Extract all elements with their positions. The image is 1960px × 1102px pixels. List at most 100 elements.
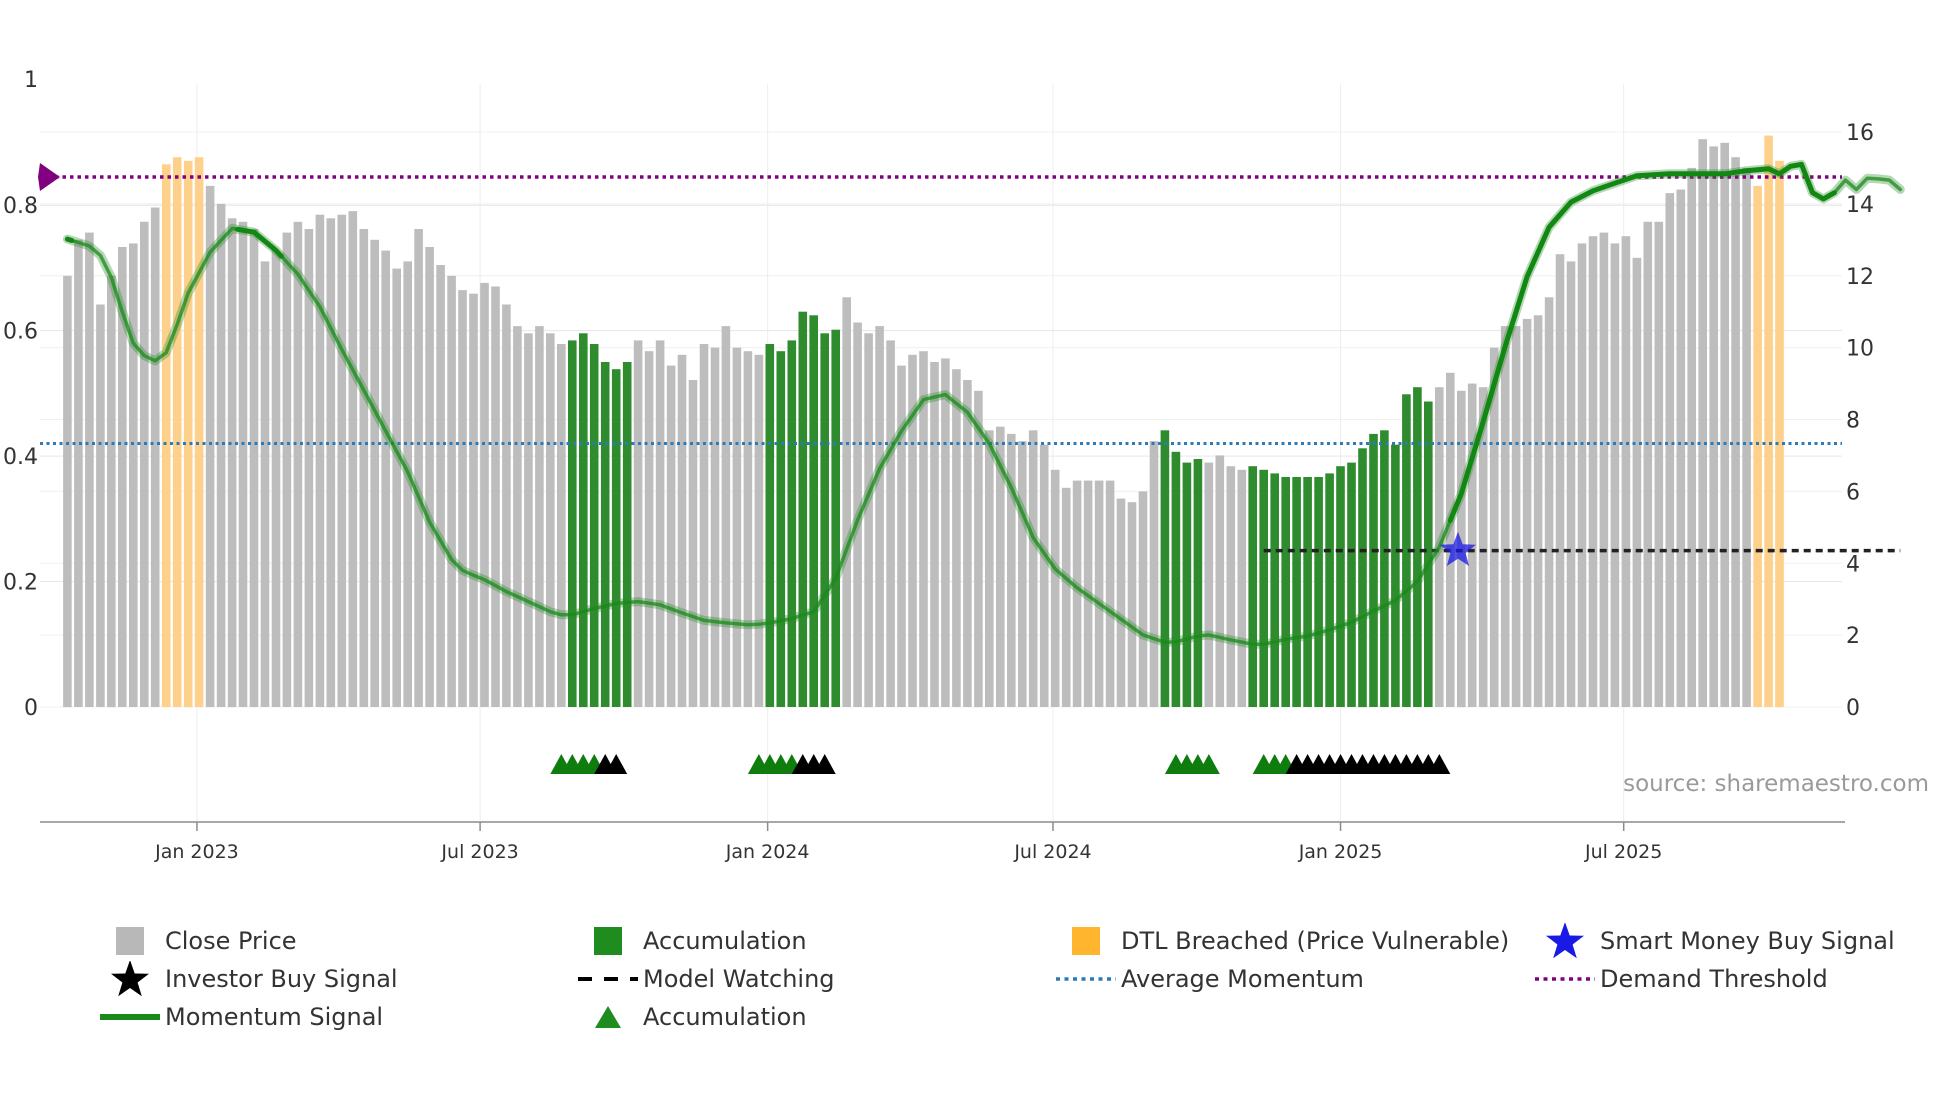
price-bar-close	[304, 229, 314, 707]
price-bar-close	[227, 218, 237, 708]
price-bar-close	[1094, 480, 1104, 707]
x-tick-label: Jan 2025	[1298, 841, 1383, 863]
price-bar-accumulation	[809, 315, 818, 707]
momentum-signal-emphasis-1	[235, 226, 284, 259]
price-bar-close	[480, 282, 489, 707]
price-bar-accumulation	[589, 344, 599, 707]
price-bar-close	[699, 344, 709, 707]
right-tick-label: 14	[1846, 193, 1874, 218]
right-tick-label: 2	[1846, 624, 1860, 649]
accumulation-triangle	[1197, 754, 1220, 774]
left-tick-label: 0	[24, 696, 38, 721]
price-bar-close	[1544, 297, 1554, 707]
price-bar-close	[666, 365, 676, 707]
price-bar-close	[1149, 441, 1159, 707]
price-bar-close	[348, 211, 358, 707]
price-bar-close	[721, 326, 731, 707]
price-bar-accumulation	[820, 333, 829, 708]
price-bar-accumulation	[1424, 401, 1433, 707]
price-bar-close	[238, 221, 248, 708]
price-bar-close	[546, 333, 555, 708]
price-bar-close	[1446, 372, 1455, 707]
price-bar-dtl	[1753, 185, 1762, 707]
price-bar-close	[326, 218, 336, 708]
price-bar-close	[941, 358, 950, 707]
right-tick-label: 0	[1846, 696, 1860, 721]
price-bar-close	[425, 247, 434, 707]
price-bar-close	[1018, 441, 1027, 707]
x-tick-label: Jan 2023	[154, 841, 239, 863]
price-bar-accumulation	[1413, 387, 1422, 707]
price-bar-accumulation	[1380, 430, 1389, 707]
price-bar-accumulation	[1248, 466, 1257, 707]
price-bar-close	[1072, 480, 1082, 707]
price-bar-close	[1599, 232, 1609, 707]
price-bar-close	[688, 380, 698, 707]
price-bar-close	[864, 333, 873, 708]
left-tick-label: 0.8	[3, 194, 38, 219]
price-bar-close	[74, 239, 83, 708]
left-tick-label: 0.2	[3, 571, 38, 596]
right-tick-label: 10	[1846, 337, 1874, 362]
price-bar-close	[502, 304, 511, 707]
price-bar-close	[886, 340, 895, 707]
price-bar-close	[1138, 491, 1148, 707]
price-bar-accumulation	[1182, 462, 1192, 707]
price-bar-close	[1489, 347, 1499, 707]
price-bar-close	[249, 229, 259, 707]
price-bar-close	[96, 304, 105, 707]
price-bar-close	[1632, 257, 1642, 707]
price-bar-close	[1533, 315, 1543, 707]
price-bar-close	[107, 275, 116, 708]
price-bar-close	[1720, 142, 1729, 708]
investor-buy-marker	[1428, 754, 1451, 774]
price-bar-close	[908, 354, 917, 707]
price-bar-accumulation	[1391, 444, 1400, 707]
price-bar-accumulation	[568, 340, 577, 707]
price-bar-close	[1577, 243, 1587, 707]
price-bar-close	[1731, 157, 1740, 707]
price-bar-close	[1105, 480, 1115, 707]
x-tick-label: Jul 2023	[440, 841, 518, 863]
price-bar-close	[1643, 221, 1653, 708]
price-bar-accumulation	[1347, 462, 1356, 707]
price-bar-accumulation	[1281, 477, 1290, 707]
price-bar-close	[644, 351, 654, 707]
price-bar-close	[293, 221, 303, 708]
price-bar-accumulation	[1171, 451, 1181, 707]
price-bar-close	[315, 214, 325, 707]
axes: Jan 2023 Jul 2023 Jan 2024 Jul 2024 Jan 2025…	[3, 68, 1874, 863]
price-bar-close	[1204, 462, 1214, 707]
price-bar-close	[1566, 261, 1576, 707]
price-bar-close	[1039, 444, 1049, 707]
price-bar-accumulation	[1358, 448, 1367, 708]
price-bar-close	[1522, 318, 1532, 707]
price-bar-dtl	[194, 157, 204, 707]
right-tick-label: 16	[1846, 121, 1874, 146]
price-bar-accumulation	[1160, 430, 1170, 707]
price-bar-close	[655, 340, 665, 707]
price-bar-close	[216, 203, 226, 707]
indicator-lines	[38, 159, 1905, 649]
price-bar-close	[469, 293, 478, 707]
price-bar-close	[271, 250, 281, 707]
price-bar-close	[535, 326, 544, 707]
price-bar-accumulation	[1369, 433, 1378, 707]
price-bar-close	[633, 340, 643, 707]
price-bar-close	[63, 275, 72, 708]
price-bar-close	[436, 265, 445, 707]
right-tick-label: 12	[1846, 265, 1874, 290]
price-bar-close	[458, 290, 467, 707]
price-bar-close	[1687, 167, 1696, 707]
price-bar-accumulation	[1325, 473, 1334, 707]
price-bar-close	[963, 380, 972, 707]
price-bar-close	[1226, 466, 1236, 707]
price-bar-close	[1478, 387, 1488, 707]
price-bar-close	[1007, 433, 1016, 707]
price-bar-close	[392, 268, 401, 707]
x-tick-label: Jul 2024	[1013, 841, 1091, 863]
price-bar-close	[1676, 189, 1686, 707]
price-bar-accumulation	[1193, 459, 1203, 707]
investor-buy-marker	[605, 754, 628, 774]
price-bar-close	[129, 243, 138, 707]
